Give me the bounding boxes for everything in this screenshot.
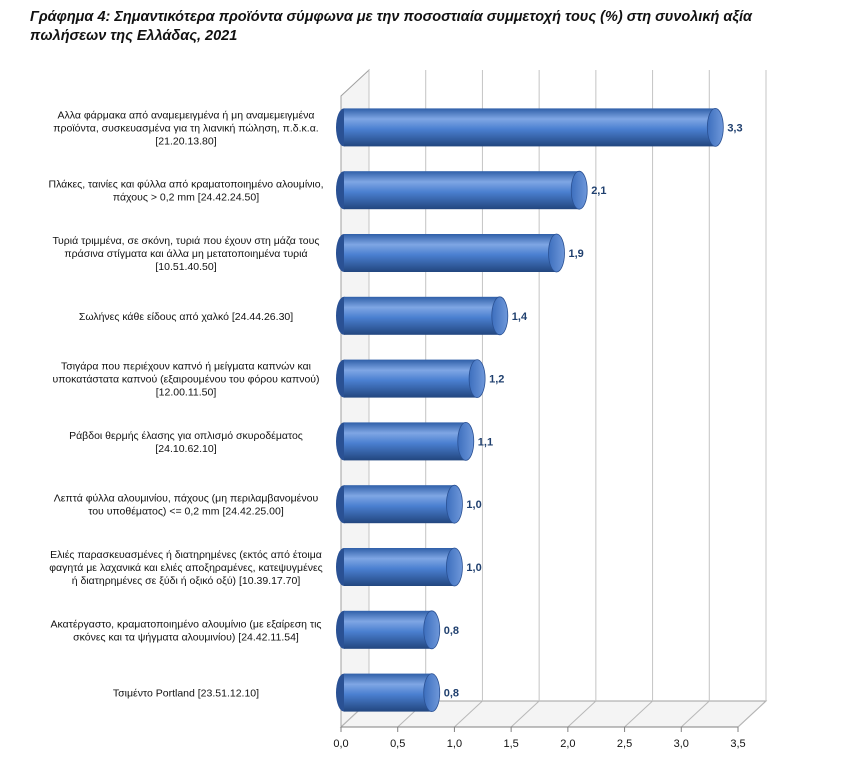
bar-end-cap bbox=[706, 108, 724, 147]
bar-end-cap bbox=[491, 296, 509, 336]
category-label: πάχους > 0,2 mm [24.42.24.50] bbox=[113, 192, 259, 204]
bar bbox=[336, 170, 588, 210]
data-label: 1,9 bbox=[569, 248, 584, 260]
category-label: [12.00.11.50] bbox=[156, 387, 217, 399]
category-label: [21.20.13.80] bbox=[155, 135, 216, 147]
bar-end-cap bbox=[548, 233, 565, 273]
floor-gridline bbox=[680, 700, 710, 728]
x-tick-label: 1,5 bbox=[503, 738, 518, 750]
category-label: Αλλα φάρμακα από αναμεμειγμένα ή μη αναμ… bbox=[58, 109, 315, 121]
floor-gridline bbox=[737, 700, 767, 728]
data-label: 1,2 bbox=[489, 374, 504, 386]
data-label: 1,4 bbox=[512, 311, 528, 323]
bar-body bbox=[344, 548, 455, 586]
bar bbox=[336, 673, 441, 712]
x-tick-label: 2,5 bbox=[617, 738, 632, 750]
data-label: 0,8 bbox=[444, 625, 459, 637]
category-label: Ακατέργαστο, κραματοποιημένο αλουμίνιο (… bbox=[51, 618, 322, 630]
floor-gridline bbox=[510, 700, 540, 728]
bar bbox=[336, 421, 475, 461]
x-tick-label: 2,0 bbox=[560, 738, 575, 750]
category-label: του υποθέματος) <= 0,2 mm [24.42.25.00] bbox=[88, 506, 284, 518]
category-label: [24.10.62.10] bbox=[155, 443, 216, 455]
bar-body bbox=[344, 673, 432, 712]
category-label: προϊόντα, συσκευασμένα για τη λιανική πώ… bbox=[53, 122, 318, 134]
bar-body bbox=[344, 610, 432, 649]
bar-body bbox=[344, 422, 466, 461]
category-labels: Αλλα φάρμακα από αναμεμειγμένα ή μη αναμ… bbox=[48, 109, 323, 699]
x-tick-label: 0,0 bbox=[333, 738, 348, 750]
x-tick-label: 3,0 bbox=[674, 738, 689, 750]
category-label: Τυριά τριμμένα, σε σκόνη, τυριά που έχου… bbox=[53, 235, 320, 247]
bar-body bbox=[344, 171, 580, 210]
x-tick-label: 3,5 bbox=[730, 738, 745, 750]
bar bbox=[336, 233, 565, 273]
bar bbox=[336, 296, 509, 336]
data-label: 1,0 bbox=[466, 499, 481, 511]
category-label: Λεπτά φύλλα αλουμινίου, πάχους (μη περιλ… bbox=[54, 493, 319, 505]
data-label: 1,1 bbox=[478, 436, 493, 448]
data-label: 3,3 bbox=[727, 122, 742, 134]
bar-end-cap bbox=[468, 359, 486, 399]
bar bbox=[336, 108, 724, 147]
category-label: υποκατάστατα καπνού (εξαιρουμένου του φό… bbox=[52, 374, 319, 386]
bar bbox=[336, 359, 486, 399]
category-label: σκόνες και τα ψήγματα αλουμινίου) [24.42… bbox=[73, 631, 299, 643]
bar-body bbox=[344, 359, 478, 398]
bar-end-cap bbox=[423, 673, 441, 712]
bar-end-cap bbox=[446, 484, 463, 524]
bar-body bbox=[344, 234, 557, 272]
bars bbox=[336, 108, 724, 712]
bar-end-cap bbox=[457, 421, 475, 461]
data-label: 2,1 bbox=[591, 185, 606, 197]
bar-end-cap bbox=[446, 547, 463, 587]
bar bbox=[336, 610, 441, 650]
x-tick-label: 0,5 bbox=[390, 738, 405, 750]
floor-gridline bbox=[454, 700, 483, 728]
floor-gridline bbox=[567, 700, 597, 728]
x-axis-ticks: 0,0 0,5 1,0 1,5 2,0 2,5 3,0 3,5 bbox=[333, 726, 746, 750]
bar-end-cap bbox=[570, 170, 588, 210]
bar-body bbox=[344, 485, 455, 524]
chart-title: Γράφημα 4: Σημαντικότερα προϊόντα σύμφων… bbox=[30, 9, 752, 44]
category-label: φαγητά με λαχανικά και ελιές αποξηραμένε… bbox=[49, 562, 323, 574]
category-label: Σωλήνες κάθε είδους από χαλκό [24.44.26.… bbox=[79, 311, 293, 323]
bar-body bbox=[344, 108, 716, 147]
category-label: Τσιγάρα που περιέχουν καπνό ή μείγματα κ… bbox=[61, 361, 312, 373]
category-label: ή διατηρημένες σε ξύδι ή οξικό οξύ) [10.… bbox=[72, 575, 301, 587]
data-label: 1,0 bbox=[466, 562, 481, 574]
data-label: 0,8 bbox=[444, 688, 459, 700]
floor-gridline bbox=[624, 700, 653, 728]
category-label: Ελιές παρασκευασμένες ή διατηρημένες (εκ… bbox=[50, 549, 322, 561]
value-labels: 3,3 2,1 1,9 1,4 1,2 1,1 1,0 1,0 0,8 0,8 bbox=[444, 122, 743, 699]
category-label: [10.51.40.50] bbox=[155, 261, 216, 273]
bar-end-cap bbox=[423, 610, 441, 650]
category-label: Ράβδοι θερμής έλασης για οπλισμό σκυροδέ… bbox=[69, 430, 303, 442]
category-label: Πλάκες, ταινίες και φύλλα από κραματοποι… bbox=[48, 179, 323, 191]
category-label: Τσιμέντο Portland [23.51.12.10] bbox=[113, 688, 259, 700]
x-tick-label: 1,0 bbox=[447, 738, 462, 750]
bar-body bbox=[344, 296, 500, 335]
bar bbox=[336, 484, 463, 524]
category-label: πράσινα στίγματα και άλλα μη μετατοποιημ… bbox=[64, 248, 307, 260]
bar bbox=[336, 547, 463, 587]
